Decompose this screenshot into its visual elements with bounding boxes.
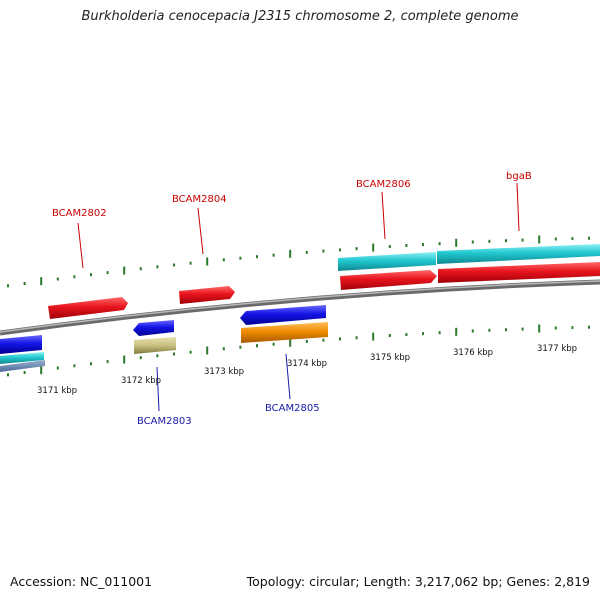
gene-khaki[interactable] (134, 337, 176, 354)
gene-label-bcam2803[interactable]: BCAM2803 (137, 416, 192, 427)
gene-bcam2804[interactable] (179, 286, 235, 304)
gene-orange[interactable] (241, 322, 328, 343)
gene-label-bcam2802[interactable]: BCAM2802 (52, 208, 107, 219)
top-tick-marks (7, 235, 590, 288)
accession-text: Accession: NC_011001 (10, 574, 153, 589)
gene-label-bgab[interactable]: bgaB (506, 171, 532, 182)
map-title: Burkholderia cenocepacia J2315 chromosom… (81, 9, 519, 24)
gene-cyan-2[interactable] (437, 244, 600, 264)
gene-label-bcam2805[interactable]: BCAM2805 (265, 403, 320, 414)
gene-label-bcam2806[interactable]: BCAM2806 (356, 179, 411, 190)
gene-bcam2806[interactable] (340, 270, 437, 290)
scale-label-3172: 3172 kbp (121, 376, 161, 386)
gene-cyan-1[interactable] (338, 252, 436, 271)
gene-label-bcam2804[interactable]: BCAM2804 (172, 194, 227, 205)
bottom-tick-marks (7, 324, 590, 377)
scale-label-3177: 3177 kbp (537, 344, 577, 354)
scale-label-3171: 3171 kbp (37, 386, 77, 396)
scale-label-3175: 3175 kbp (370, 353, 410, 363)
scale-label-3173: 3173 kbp (204, 367, 244, 377)
gene-steel-left[interactable] (0, 360, 45, 372)
gene-blue-left[interactable] (0, 335, 42, 354)
gene-bcam2805[interactable] (240, 305, 326, 325)
genome-summary-text: Topology: circular; Length: 3,217,062 bp… (246, 574, 590, 589)
scale-label-3176: 3176 kbp (453, 348, 493, 358)
gene-bgab[interactable] (438, 262, 600, 283)
gene-bcam2802[interactable] (48, 297, 128, 319)
chromosome-backbone (0, 279, 600, 336)
scale-label-3174: 3174 kbp (287, 359, 327, 369)
gene-cyan-left[interactable] (0, 352, 44, 364)
gene-bcam2803[interactable] (133, 320, 174, 336)
